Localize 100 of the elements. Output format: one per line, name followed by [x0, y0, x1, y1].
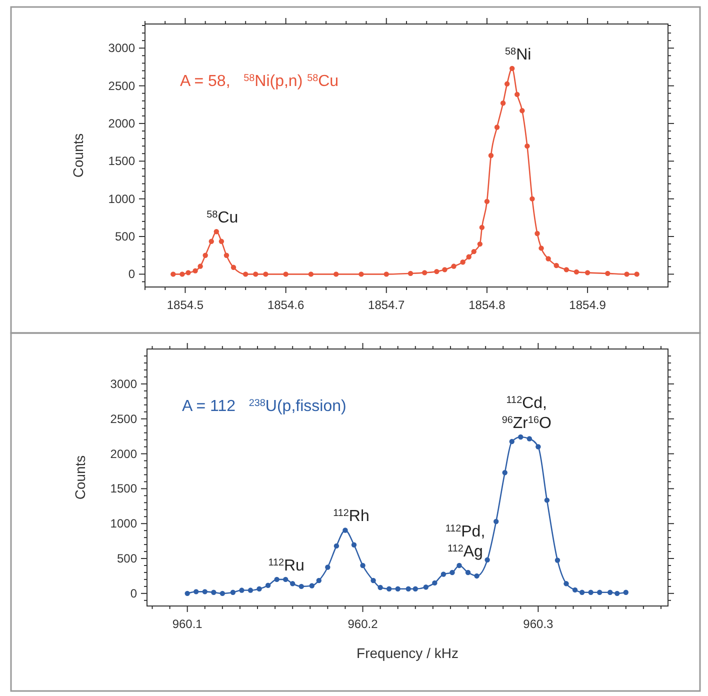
- point: [546, 256, 551, 262]
- point: [524, 143, 530, 149]
- point: [202, 252, 208, 258]
- point: [194, 589, 199, 594]
- point: [450, 570, 455, 576]
- point: [334, 543, 340, 549]
- point: [423, 584, 429, 590]
- point: [358, 272, 364, 277]
- point: [263, 272, 268, 277]
- point: [298, 584, 304, 590]
- point: [526, 436, 532, 442]
- point: [456, 562, 462, 568]
- point: [477, 241, 483, 247]
- point: [509, 438, 514, 444]
- point: [488, 152, 494, 158]
- point: [198, 264, 203, 269]
- point: [538, 246, 544, 251]
- y-tick-label: 500: [116, 552, 138, 566]
- y-tick-label: 2000: [108, 116, 136, 130]
- point: [230, 590, 236, 595]
- x-tick-label: 960.2: [348, 617, 378, 631]
- point: [214, 229, 220, 234]
- point: [253, 272, 258, 277]
- point: [308, 272, 314, 277]
- point: [588, 590, 594, 595]
- point: [386, 586, 392, 592]
- y-tick-label: 3000: [110, 376, 138, 391]
- point: [518, 434, 524, 440]
- point: [502, 470, 508, 476]
- point: [623, 590, 628, 595]
- annotation: $^{112}$Pd, $^{112}$Ag: [445, 522, 486, 560]
- point: [290, 581, 296, 586]
- point: [579, 590, 585, 595]
- annotation: $^{58}$Cu: [206, 209, 238, 227]
- x-tick-label: 1854.8: [468, 298, 506, 312]
- point: [474, 573, 480, 579]
- point: [544, 498, 550, 503]
- point: [442, 267, 448, 272]
- point: [493, 518, 499, 524]
- y-tick-label: 1000: [110, 516, 138, 531]
- point: [239, 588, 244, 593]
- y-tick-label: 2500: [110, 412, 138, 426]
- x-tick-label: 960.1: [172, 617, 203, 631]
- point: [208, 238, 214, 244]
- point: [471, 248, 476, 254]
- point: [434, 268, 440, 274]
- point: [596, 590, 602, 595]
- point: [564, 581, 569, 586]
- point: [218, 238, 224, 244]
- point: [342, 528, 348, 533]
- point: [170, 272, 176, 277]
- point: [634, 272, 640, 277]
- point: [316, 578, 322, 584]
- annotation: $^{112}$Rh: [333, 508, 370, 526]
- point: [554, 262, 559, 268]
- annotation: $^{58}$Ni: [505, 46, 532, 64]
- point: [494, 124, 500, 130]
- point: [333, 272, 339, 277]
- x-tick-label: 1854.9: [569, 298, 606, 312]
- point: [351, 542, 357, 548]
- point: [504, 81, 510, 87]
- point: [370, 578, 376, 584]
- point: [574, 269, 580, 275]
- point: [186, 270, 191, 276]
- point: [395, 586, 400, 592]
- annotation: $^{112}$Cd, $^{96}$Zr$^{16}$O: [502, 394, 552, 432]
- y-tick-label: 1500: [110, 482, 138, 496]
- point: [484, 557, 490, 563]
- point: [536, 444, 541, 450]
- y-axis-title: Counts: [70, 133, 86, 178]
- point: [220, 590, 226, 596]
- point: [360, 562, 366, 568]
- point: [554, 558, 560, 563]
- point: [572, 587, 578, 593]
- annotation: $^{112}$Ru: [268, 556, 304, 574]
- x-tick-label: 1854.5: [166, 298, 204, 312]
- x-tick-label: 1854.7: [368, 298, 406, 312]
- y-tick-label: 3000: [108, 41, 136, 56]
- y-tick-label: 1500: [108, 154, 136, 168]
- point: [230, 264, 236, 270]
- point: [432, 580, 438, 586]
- point: [248, 588, 254, 593]
- point: [510, 66, 515, 72]
- point: [184, 590, 190, 596]
- point: [451, 264, 456, 269]
- point: [564, 267, 570, 272]
- x-tick-label: 960.3: [523, 617, 554, 631]
- point: [283, 272, 288, 277]
- point: [605, 270, 610, 276]
- point: [484, 198, 490, 204]
- point: [530, 196, 535, 202]
- point: [384, 272, 389, 277]
- point: [309, 583, 314, 588]
- point: [520, 108, 525, 114]
- text: A = 112 $^{238}$U(p,fission): [182, 398, 346, 415]
- point: [500, 100, 506, 106]
- y-axis-title: Counts: [72, 455, 88, 500]
- point: [202, 589, 208, 594]
- point: [406, 586, 411, 592]
- point: [180, 272, 185, 277]
